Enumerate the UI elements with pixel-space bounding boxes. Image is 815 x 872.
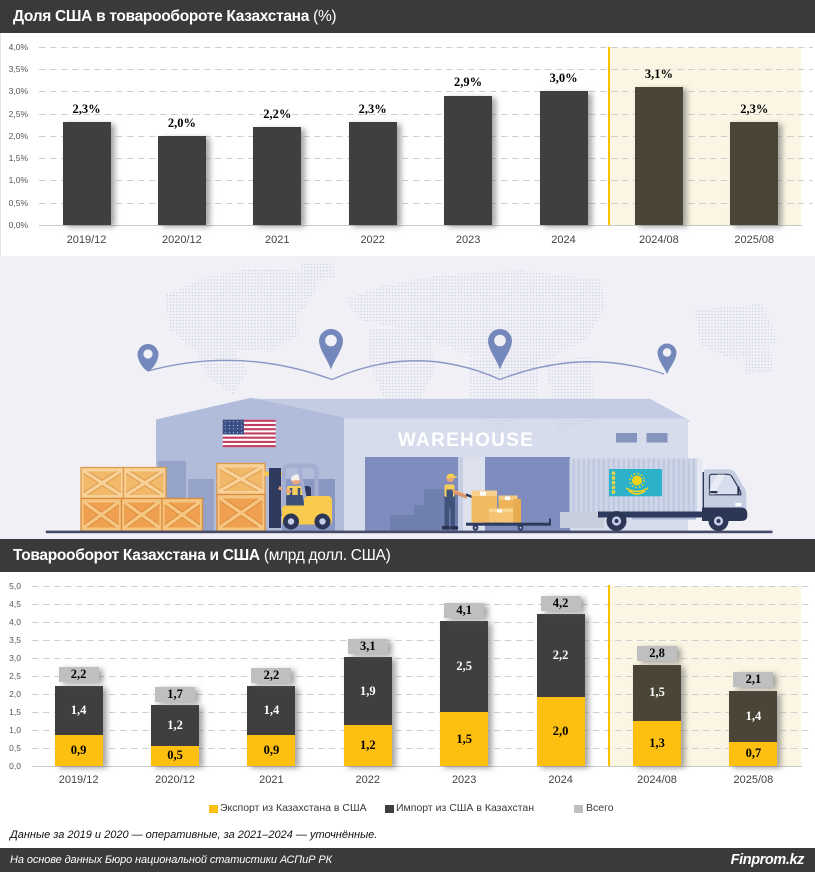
svg-text:WAREHOUSE: WAREHOUSE — [398, 430, 534, 451]
